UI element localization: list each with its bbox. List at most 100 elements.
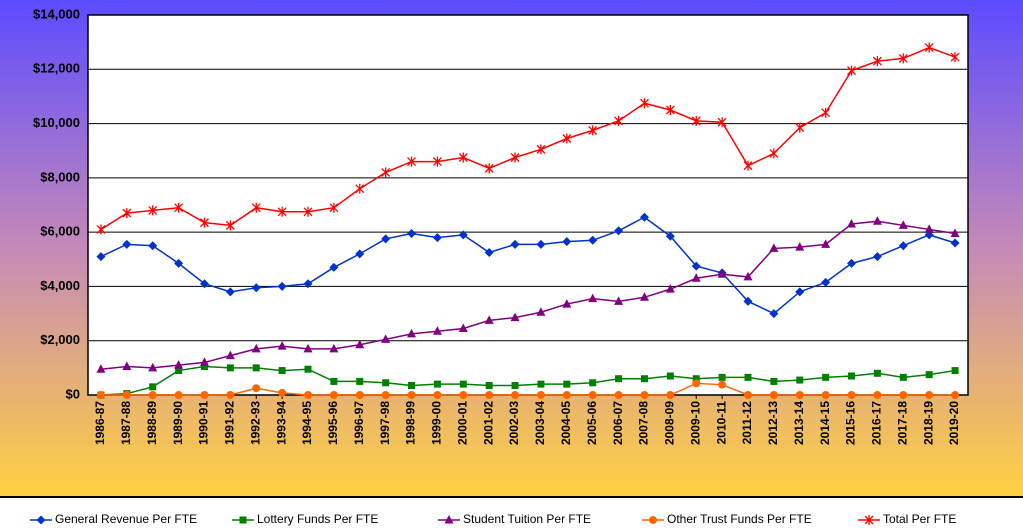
data-point xyxy=(122,391,131,399)
data-point xyxy=(122,361,132,370)
data-point xyxy=(510,312,520,322)
x-tick-label: 2013-14 xyxy=(792,401,806,445)
legend-label: Student Tuition Per FTE xyxy=(463,512,591,526)
data-point xyxy=(458,152,468,163)
y-tick-label: $2,000 xyxy=(40,332,80,347)
x-tick-label: 1994-95 xyxy=(300,401,314,445)
data-point xyxy=(872,56,882,67)
y-tick-label: $6,000 xyxy=(40,224,80,239)
data-point xyxy=(277,281,287,291)
plot-area xyxy=(87,14,969,396)
data-point xyxy=(692,375,700,383)
data-point xyxy=(796,376,804,384)
x-tick-label: 2000-01 xyxy=(455,401,469,445)
data-point xyxy=(433,380,441,388)
x-tick-label: 2014-15 xyxy=(818,401,832,445)
data-point xyxy=(639,212,649,222)
data-point xyxy=(925,371,933,379)
data-point xyxy=(691,273,701,282)
data-point xyxy=(382,379,390,387)
data-point xyxy=(174,202,184,213)
data-point xyxy=(329,391,338,399)
x-tick-label: 2002-03 xyxy=(507,401,521,445)
data-point xyxy=(96,391,105,399)
legend-marker xyxy=(649,516,657,524)
data-point xyxy=(303,343,313,353)
data-point xyxy=(381,167,391,178)
data-point xyxy=(769,391,778,399)
x-tick-label: 1990-91 xyxy=(197,401,211,445)
data-point xyxy=(432,233,442,243)
data-point xyxy=(639,292,649,301)
data-point xyxy=(277,206,287,217)
data-point xyxy=(822,373,830,381)
data-point xyxy=(769,148,779,159)
data-point xyxy=(562,237,572,247)
data-point xyxy=(199,357,209,366)
data-point xyxy=(692,379,701,388)
data-point xyxy=(899,391,908,399)
legend-marker xyxy=(444,515,454,524)
data-point xyxy=(718,380,727,389)
data-point xyxy=(149,383,157,391)
x-tick-label: 1987-88 xyxy=(119,401,133,445)
data-point xyxy=(821,239,831,248)
data-point xyxy=(407,229,417,238)
x-tick-label: 1988-89 xyxy=(145,401,159,445)
data-point xyxy=(200,217,209,228)
data-point xyxy=(303,279,313,289)
data-point xyxy=(718,373,726,381)
data-point xyxy=(278,367,286,375)
data-point xyxy=(691,261,701,271)
legend-marker xyxy=(36,515,46,525)
x-tick-label: 1989-90 xyxy=(171,401,185,445)
data-point xyxy=(666,391,675,399)
data-point xyxy=(925,391,934,399)
data-point xyxy=(484,315,494,324)
series-line xyxy=(100,46,956,231)
data-point xyxy=(588,125,598,136)
legend-label: Total Per FTE xyxy=(883,512,956,526)
data-point xyxy=(614,391,623,399)
data-point xyxy=(614,226,624,236)
legend-marker xyxy=(864,515,874,525)
x-tick-label: 2008-09 xyxy=(663,401,677,445)
data-point xyxy=(562,391,571,399)
legend-label: Other Trust Funds Per FTE xyxy=(667,512,812,526)
series-line xyxy=(100,216,956,315)
x-tick-label: 1999-00 xyxy=(430,401,444,445)
data-point xyxy=(200,391,209,399)
data-point xyxy=(588,391,597,399)
data-point xyxy=(148,391,157,399)
data-point xyxy=(536,239,546,249)
data-point xyxy=(821,391,830,399)
data-point xyxy=(562,133,572,144)
data-point xyxy=(329,202,339,213)
series-line xyxy=(100,220,956,370)
data-point xyxy=(304,365,312,373)
data-point xyxy=(847,65,856,76)
data-point xyxy=(225,350,235,360)
legend-label: Lottery Funds Per FTE xyxy=(257,512,378,526)
x-tick-label: 1995-96 xyxy=(326,401,340,445)
data-point xyxy=(898,241,908,251)
data-point xyxy=(588,235,598,245)
data-point xyxy=(640,391,649,399)
data-point xyxy=(174,360,184,369)
data-point xyxy=(666,372,674,380)
y-tick-label: $4,000 xyxy=(40,278,80,293)
data-point xyxy=(356,377,364,385)
data-point xyxy=(615,375,623,383)
data-point xyxy=(251,283,261,293)
data-point xyxy=(640,375,648,383)
x-tick-label: 2006-07 xyxy=(611,401,625,445)
data-point xyxy=(304,391,312,399)
data-point xyxy=(640,98,649,109)
x-tick-label: 1996-97 xyxy=(352,401,366,445)
data-point xyxy=(873,369,881,377)
data-point xyxy=(407,391,416,399)
data-point xyxy=(795,122,805,133)
data-point xyxy=(744,373,752,381)
data-point xyxy=(665,284,675,293)
